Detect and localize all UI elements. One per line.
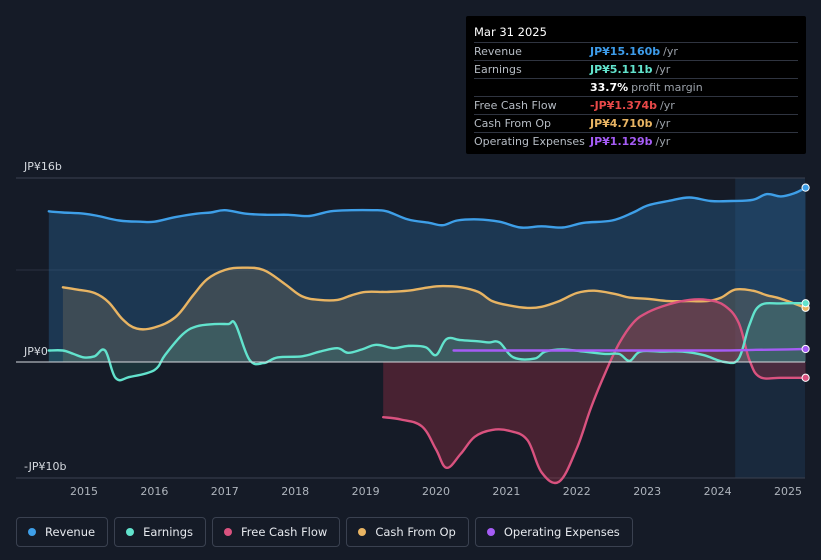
tooltip-unit: profit margin [631, 81, 703, 94]
legend-dot [126, 528, 135, 536]
legend-item-earnings[interactable]: Earnings [114, 517, 206, 547]
operating-expenses-line [452, 347, 807, 352]
legend-dot [358, 528, 367, 536]
tooltip-unit: /yr [655, 63, 671, 76]
tooltip-row: Earnings JP¥5.111b/yr [474, 60, 798, 78]
x-axis-label: 2019 [352, 485, 380, 498]
legend-label: Operating Expenses [503, 525, 620, 539]
x-axis-label: 2024 [704, 485, 732, 498]
tooltip-value: 33.7% [590, 81, 629, 94]
tooltip-value: JP¥15.160b [590, 45, 661, 58]
x-axis-label: 2021 [492, 485, 520, 498]
y-axis-label: JP¥16b [23, 160, 62, 173]
highlight-band [735, 178, 805, 478]
tooltip-unit: /yr [655, 135, 671, 148]
legend-dot [224, 528, 232, 536]
legend-item-operating-expenses[interactable]: Operating Expenses [474, 517, 633, 547]
tooltip-row: Cash From Op JP¥4.710b/yr [474, 114, 798, 132]
tooltip-row: 33.7% profit margin [474, 78, 798, 96]
legend-dot [28, 528, 36, 536]
tooltip-row: Operating Expenses JP¥1.129b/yr [474, 132, 798, 150]
tooltip-label: Operating Expenses [474, 135, 585, 148]
legend-dot [486, 528, 495, 536]
tooltip-value: -JP¥1.374b [590, 99, 658, 112]
x-axis-label: 2015 [70, 485, 98, 498]
tooltip-unit: /yr [660, 99, 675, 112]
legend-label: Free Cash Flow [241, 525, 328, 539]
x-axis-label: 2018 [281, 485, 309, 498]
legend-label: Earnings [143, 525, 193, 539]
tooltip-value: JP¥1.129b [590, 135, 653, 148]
tooltip-row: Revenue JP¥15.160b/yr [474, 42, 798, 60]
legend-item-free-cash-flow[interactable]: Free Cash Flow [212, 517, 341, 547]
x-axis-label: 2025 [774, 485, 802, 498]
x-axis-label: 2016 [140, 485, 168, 498]
tooltip-label: Earnings [474, 63, 522, 76]
earnings-end-marker [801, 299, 810, 308]
earnings-area [48, 303, 806, 381]
y-axis-label: JP¥0 [23, 345, 48, 358]
y-axis-label: -JP¥10b [24, 460, 66, 473]
revenue-end-marker [801, 183, 810, 192]
x-axis-label: 2020 [422, 485, 450, 498]
revenue-line [47, 186, 807, 229]
legend-item-revenue[interactable]: Revenue [16, 517, 109, 547]
cash-from-op-area [62, 267, 806, 362]
tooltip-panel: Mar 31 2025 Revenue JP¥15.160b/yr Earnings… [466, 16, 806, 154]
tooltip-row: Free Cash Flow -JP¥1.374b/yr [474, 96, 798, 114]
revenue-area [48, 187, 806, 362]
free-cash-flow-end-marker [801, 373, 810, 382]
x-axis-label: 2017 [211, 485, 239, 498]
free-cash-flow-line [382, 298, 807, 485]
operating-expenses-end-marker [801, 344, 810, 354]
tooltip-label: Revenue [474, 45, 522, 58]
legend-label: Revenue [45, 525, 96, 539]
x-axis-label: 2023 [633, 485, 661, 498]
tooltip-label: Cash From Op [474, 117, 552, 130]
tooltip-label: Free Cash Flow [474, 99, 557, 112]
legend: Revenue Earnings Free Cash Flow Cash From O… [16, 517, 639, 547]
tooltip-unit: /yr [663, 45, 678, 58]
tooltip-value: JP¥5.111b [590, 63, 653, 76]
tooltip-label [474, 79, 590, 96]
x-axis-label: 2022 [563, 485, 591, 498]
tooltip-value: JP¥4.710b [590, 117, 653, 130]
free-cash-flow-area [383, 299, 806, 484]
legend-item-cash-from-op[interactable]: Cash From Op [346, 517, 469, 547]
tooltip-date: Mar 31 2025 [474, 25, 547, 39]
legend-label: Cash From Op [375, 525, 456, 539]
tooltip-unit: /yr [655, 117, 671, 130]
